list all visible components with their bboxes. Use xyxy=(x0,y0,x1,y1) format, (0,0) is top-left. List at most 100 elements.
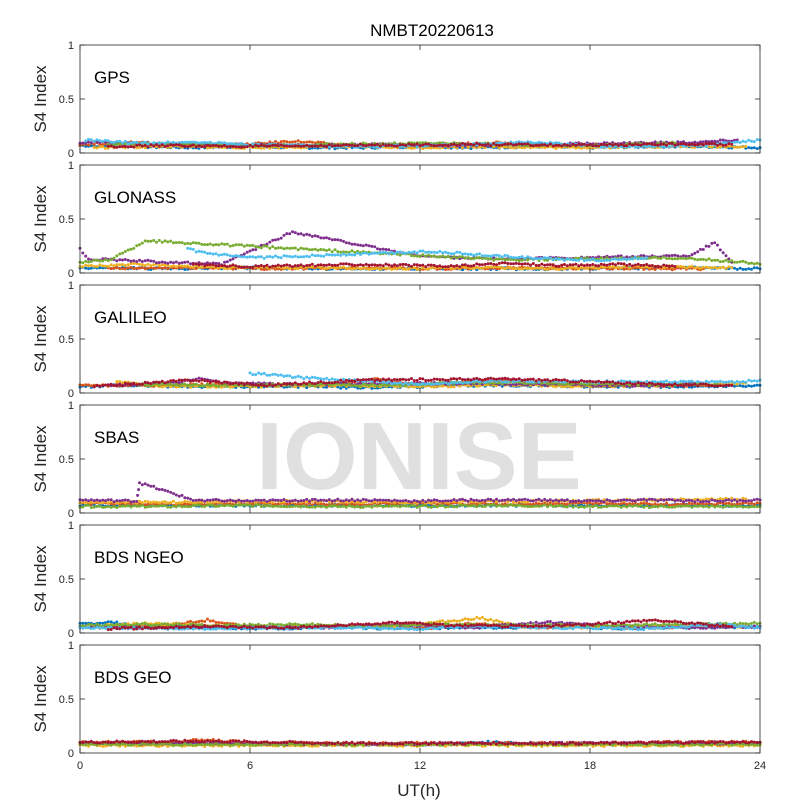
data-point xyxy=(421,147,425,151)
data-point xyxy=(659,145,663,149)
data-point xyxy=(112,264,116,268)
data-point xyxy=(716,258,719,262)
data-point xyxy=(310,140,314,144)
data-point xyxy=(690,256,694,260)
data-point xyxy=(166,240,170,244)
data-point xyxy=(177,241,181,244)
data-point xyxy=(500,266,504,270)
data-point xyxy=(296,374,300,378)
data-point xyxy=(135,266,139,270)
data-point xyxy=(325,253,328,256)
data-point xyxy=(288,144,292,148)
data-point xyxy=(599,143,603,146)
data-point xyxy=(580,143,583,147)
data-point xyxy=(492,258,496,262)
data-point xyxy=(115,263,119,267)
data-point xyxy=(571,258,575,262)
data-point xyxy=(701,257,705,261)
data-point xyxy=(699,382,702,386)
data-point xyxy=(648,256,651,260)
data-point xyxy=(489,265,493,269)
data-point xyxy=(254,248,258,252)
data-point xyxy=(237,143,241,146)
data-point xyxy=(469,142,473,146)
data-point xyxy=(696,250,700,254)
data-point xyxy=(531,262,535,265)
data-point xyxy=(140,382,144,386)
data-point xyxy=(444,143,447,147)
data-point xyxy=(347,382,351,386)
data-point xyxy=(316,254,320,257)
data-point xyxy=(565,143,569,147)
data-point xyxy=(387,384,391,387)
data-point xyxy=(172,261,175,265)
data-point xyxy=(472,266,476,270)
data-point xyxy=(648,142,651,145)
data-point xyxy=(653,140,657,144)
data-point xyxy=(662,380,666,384)
data-point xyxy=(138,258,141,262)
data-point xyxy=(551,266,555,270)
data-point xyxy=(339,262,343,266)
data-point xyxy=(752,266,756,270)
data-point xyxy=(429,263,433,267)
data-point xyxy=(429,250,433,254)
data-point xyxy=(529,266,532,270)
data-point xyxy=(415,267,419,271)
data-point xyxy=(546,263,549,267)
data-point xyxy=(682,384,685,388)
data-point xyxy=(747,262,751,265)
data-point xyxy=(135,143,139,147)
data-point xyxy=(172,140,175,144)
data-point xyxy=(282,144,286,148)
data-point xyxy=(240,145,243,149)
data-point xyxy=(169,143,173,147)
data-point xyxy=(310,381,314,385)
data-point xyxy=(517,140,521,144)
data-point xyxy=(755,266,759,270)
data-point xyxy=(421,141,425,145)
data-point xyxy=(384,144,388,148)
data-point xyxy=(628,262,632,266)
data-point xyxy=(602,259,606,263)
data-point xyxy=(189,265,192,269)
data-point xyxy=(356,144,360,148)
data-point xyxy=(305,264,309,267)
data-point xyxy=(452,377,456,381)
data-point xyxy=(350,249,354,253)
data-point xyxy=(526,267,530,270)
data-point xyxy=(288,374,292,378)
data-point xyxy=(327,237,331,241)
data-point xyxy=(206,141,209,145)
data-point xyxy=(155,240,158,244)
data-point xyxy=(313,141,317,145)
data-point xyxy=(305,375,309,379)
data-point xyxy=(276,255,280,259)
data-point xyxy=(237,145,241,149)
data-point xyxy=(350,141,354,145)
data-point xyxy=(393,141,396,145)
data-point xyxy=(642,142,646,146)
data-point xyxy=(285,266,289,270)
data-point xyxy=(242,265,246,269)
data-point xyxy=(225,265,229,269)
data-point xyxy=(497,261,501,265)
data-point xyxy=(682,142,685,146)
data-point xyxy=(333,238,337,242)
data-point xyxy=(208,242,212,246)
data-point xyxy=(429,266,433,270)
data-point xyxy=(693,266,697,270)
data-point xyxy=(444,250,447,254)
data-point xyxy=(231,254,235,258)
data-point xyxy=(676,264,680,268)
data-point xyxy=(588,143,592,147)
data-point xyxy=(353,144,357,148)
data-point xyxy=(262,244,266,248)
data-point xyxy=(381,247,385,251)
data-point xyxy=(259,264,263,267)
data-point xyxy=(262,264,266,268)
data-point xyxy=(730,259,734,263)
data-point xyxy=(186,378,190,382)
data-point xyxy=(302,255,306,259)
data-point xyxy=(276,144,280,148)
